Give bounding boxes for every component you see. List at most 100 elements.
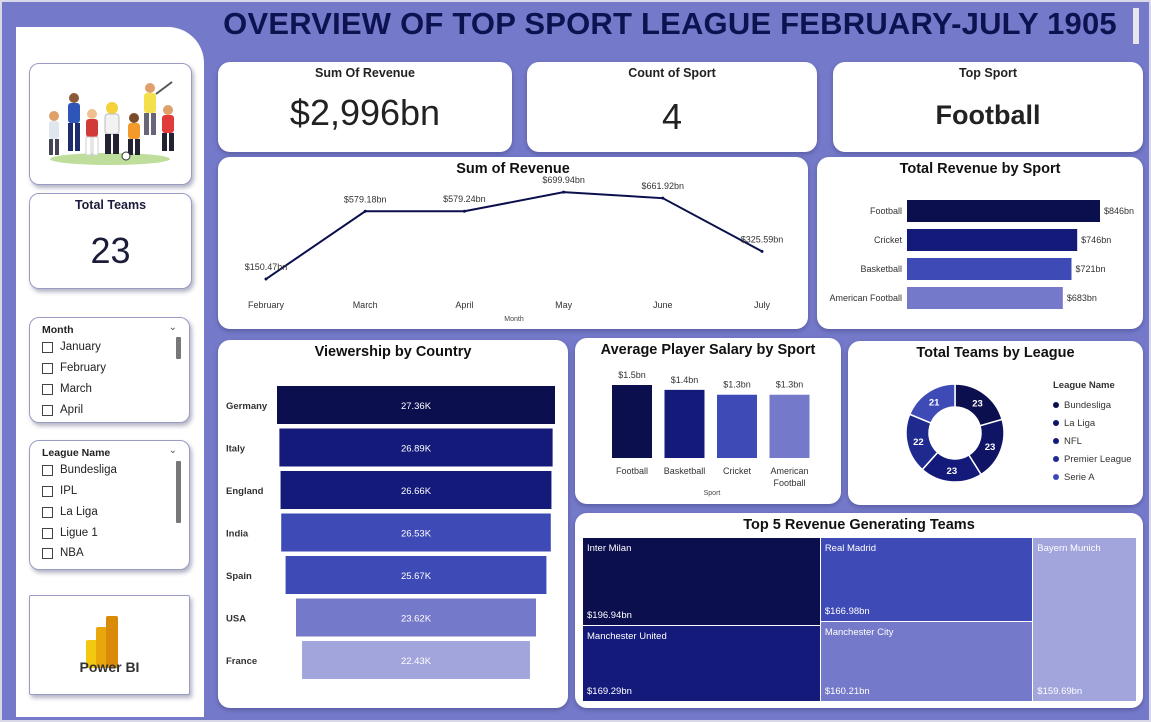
athlete-figure-1 bbox=[49, 111, 59, 155]
salary-bar bbox=[769, 394, 810, 458]
revenue-data-label: $579.18bn bbox=[344, 194, 387, 204]
athlete-figure-2 bbox=[68, 93, 80, 151]
viewership-data-label: 27.36K bbox=[401, 401, 432, 412]
viewership-data-label: 23.62K bbox=[401, 614, 432, 625]
month-tick-label: February bbox=[248, 300, 285, 310]
salary-bar bbox=[717, 394, 757, 458]
country-tick-label: Germany bbox=[226, 401, 268, 412]
treemap-cell[interactable]: Real Madrid $166.98bn bbox=[820, 538, 1034, 622]
team-revenue-label: $160.21bn bbox=[824, 685, 870, 697]
revenue-by-sport-chart: Football $846bn Cricket $746bn Basketball $72… bbox=[829, 200, 1134, 309]
month-slicer-scrollbar[interactable] bbox=[176, 337, 181, 359]
revenue-point bbox=[661, 196, 665, 200]
chevron-down-icon[interactable]: ⌄ bbox=[168, 445, 177, 456]
athlete-figure-6 bbox=[144, 81, 173, 135]
legend-item: Premier League bbox=[1053, 450, 1132, 468]
count-of-sport-card: Count of Sport 4 bbox=[527, 62, 817, 152]
sport-revenue-bar bbox=[907, 200, 1100, 222]
checkbox[interactable] bbox=[42, 506, 53, 518]
country-bar bbox=[296, 598, 536, 637]
checkbox[interactable] bbox=[42, 547, 53, 559]
revenue-point bbox=[760, 249, 764, 253]
sport-revenue-bar bbox=[907, 229, 1078, 251]
team-name-label: Manchester United bbox=[587, 631, 667, 643]
treemap-cell[interactable]: Manchester City $160.21bn bbox=[820, 621, 1034, 702]
viewership-data-label: 26.89K bbox=[401, 444, 432, 455]
salary-data-label: $1.3bn bbox=[723, 380, 751, 390]
salary-data-label: $1.3bn bbox=[776, 380, 804, 390]
month-option[interactable]: April bbox=[42, 404, 83, 416]
treemap-cell[interactable]: Inter Milan $196.94bn bbox=[583, 538, 821, 627]
top-sport-card: Top Sport Football bbox=[833, 62, 1143, 152]
league-option[interactable]: La Liga bbox=[42, 506, 98, 518]
team-revenue-label: $159.69bn bbox=[1037, 686, 1083, 697]
sport-revenue-bar bbox=[907, 258, 1072, 280]
league-option[interactable]: IPL bbox=[42, 485, 77, 497]
viewership-data-label: 26.53K bbox=[401, 529, 432, 540]
checkbox[interactable] bbox=[42, 341, 53, 353]
month-option[interactable]: January bbox=[42, 341, 101, 353]
checkbox[interactable] bbox=[42, 464, 53, 476]
page-title: OVERVIEW OF TOP SPORT LEAGUE FEBRUARY-JU… bbox=[223, 6, 1117, 41]
revenue-point bbox=[264, 277, 268, 281]
revenue-by-sport-title: Total Revenue by Sport bbox=[899, 161, 1061, 177]
checkbox[interactable] bbox=[42, 485, 53, 497]
checkbox[interactable] bbox=[42, 362, 53, 374]
total-teams-label: Total Teams bbox=[74, 198, 147, 212]
month-tick-label: April bbox=[455, 300, 473, 310]
country-tick-label: England bbox=[226, 486, 264, 497]
sport-revenue-label: $846bn bbox=[1104, 206, 1134, 216]
checkbox[interactable] bbox=[42, 404, 53, 416]
league-option[interactable]: NBA bbox=[42, 547, 84, 559]
avg-salary-chart: $1.5bn Football $1.4bn Basketball $1.3bn Cric… bbox=[612, 370, 810, 497]
chevron-down-icon[interactable]: ⌄ bbox=[168, 322, 177, 333]
revenue-data-label: $150.47bn bbox=[245, 262, 288, 272]
top-sport-label: Top Sport bbox=[958, 66, 1018, 80]
league-option[interactable]: Ligue 1 bbox=[42, 527, 98, 539]
month-tick-label: March bbox=[353, 300, 378, 310]
sports-illustration-card bbox=[29, 63, 192, 185]
league-option[interactable]: Bundesliga bbox=[42, 464, 117, 476]
league-slicer[interactable]: League Name ⌄ Bundesliga IPL La Liga Lig… bbox=[29, 440, 190, 570]
country-bar bbox=[277, 386, 555, 424]
month-option[interactable]: February bbox=[42, 362, 106, 374]
viewership-card: Viewership by Country Germany 27.36K Italy… bbox=[218, 340, 568, 708]
power-bi-logo-text: Power BI bbox=[79, 659, 140, 675]
top-sport-value: Football bbox=[935, 100, 1041, 130]
sport-tick-label: Basketball bbox=[664, 466, 706, 476]
league-slicer-scrollbar[interactable] bbox=[176, 461, 181, 523]
legend-item: NFL bbox=[1053, 432, 1132, 450]
viewership-funnel-chart: Germany 27.36K Italy 26.89K England 26.66K Ind… bbox=[226, 386, 555, 679]
athlete-figure-7 bbox=[162, 105, 174, 151]
legend-label: Bundesliga bbox=[1064, 399, 1112, 411]
legend-label: La Liga bbox=[1064, 417, 1096, 429]
team-name-label: Manchester City bbox=[824, 626, 894, 638]
treemap-cell[interactable]: Manchester United $169.29bn bbox=[583, 626, 821, 702]
top5-teams-title: Top 5 Revenue Generating Teams bbox=[743, 517, 975, 533]
viewership-data-label: 26.66K bbox=[401, 486, 432, 497]
month-slicer[interactable]: Month ⌄ January February March April bbox=[29, 317, 190, 423]
treemap-cell[interactable]: Bayern Munich $159.69bn bbox=[1033, 538, 1137, 702]
month-tick-label: May bbox=[555, 300, 573, 310]
avg-salary-title: Average Player Salary by Sport bbox=[600, 342, 816, 358]
donut-legend: Bundesliga La Liga NFL Premier League Serie … bbox=[1053, 396, 1132, 486]
country-tick-label: France bbox=[226, 656, 257, 667]
month-option[interactable]: March bbox=[42, 383, 92, 395]
checkbox[interactable] bbox=[42, 527, 53, 539]
country-bar bbox=[280, 471, 552, 509]
revenue-by-sport-card: Total Revenue by Sport Football $846bn Cri… bbox=[817, 157, 1143, 329]
slice-value-label: 23 bbox=[985, 442, 996, 453]
top5-teams-card: Top 5 Revenue Generating Teams Inter Mil… bbox=[575, 513, 1143, 708]
legend-dot bbox=[1053, 474, 1059, 480]
sport-tick-label: Basketball bbox=[860, 264, 902, 274]
salary-data-label: $1.5bn bbox=[618, 370, 646, 380]
slice-value-label: 22 bbox=[913, 437, 924, 448]
sport-tick-label: Football bbox=[773, 478, 805, 488]
country-tick-label: USA bbox=[226, 614, 246, 625]
checkbox[interactable] bbox=[42, 383, 53, 395]
page-scrollbar[interactable] bbox=[1133, 8, 1139, 44]
sport-revenue-label: $746bn bbox=[1081, 235, 1111, 245]
teams-by-league-donut: 23 23 23 22 21 bbox=[905, 383, 1005, 483]
slice-value-label: 23 bbox=[972, 399, 983, 410]
